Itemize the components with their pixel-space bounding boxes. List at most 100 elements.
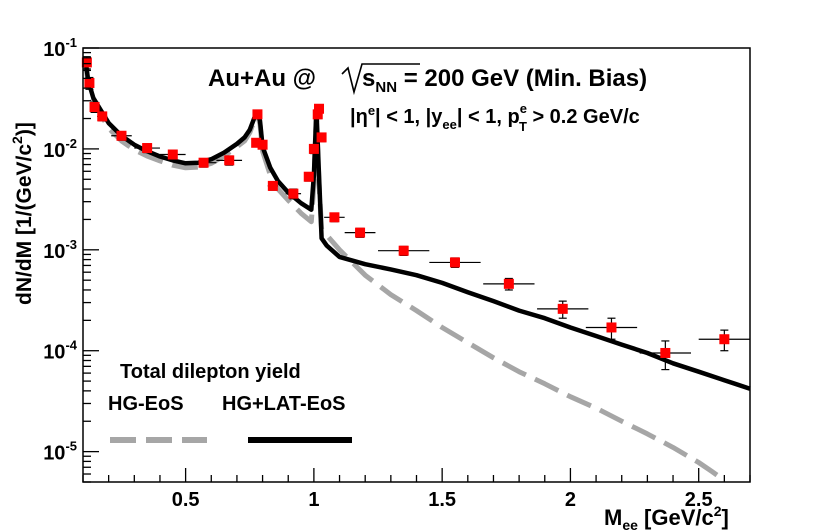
- data-point: [190, 157, 217, 168]
- legend-label-hg-lat-eos: HG+LAT-EoS: [222, 393, 346, 415]
- data-marker: [303, 171, 314, 182]
- data-point: [216, 155, 243, 166]
- data-marker: [316, 132, 327, 143]
- y-tick-label: 10-3: [43, 237, 77, 263]
- data-marker: [142, 143, 153, 154]
- cut-pt-sub: T: [519, 119, 527, 134]
- curve-hg-eos: [83, 63, 726, 483]
- data-point: [81, 56, 92, 70]
- title-root: sNN = 200 GeV (Min. Bias): [362, 65, 647, 96]
- data-marker: [308, 143, 319, 154]
- x-label-end: ]: [722, 505, 729, 530]
- data-point: [134, 143, 160, 154]
- chart-title: Au+Au @: [208, 65, 316, 92]
- data-marker: [660, 347, 671, 358]
- data-marker: [89, 102, 100, 113]
- x-tick-label: 2: [565, 489, 576, 511]
- x-tick-label: 1.5: [428, 489, 456, 511]
- x-tick-label: 1: [308, 489, 319, 511]
- data-point: [257, 139, 268, 150]
- data-marker: [606, 322, 617, 333]
- y-axis-label: dN/dM [1/(GeV/c2)]: [9, 122, 36, 305]
- data-marker: [312, 109, 323, 120]
- data-marker: [503, 278, 514, 289]
- data-point: [344, 227, 376, 238]
- y-tick-base: 10: [43, 342, 65, 364]
- y-tick-exponent: -5: [65, 439, 77, 454]
- y-tick-base: 10: [43, 140, 65, 162]
- sqrt-symbol: [341, 63, 420, 96]
- data-point: [537, 300, 589, 319]
- data-point: [159, 149, 186, 160]
- data-point: [267, 180, 278, 191]
- y-label-main: dN/dM [1/(GeV/c: [13, 144, 36, 305]
- data-point: [585, 317, 638, 340]
- title-suffix: = 200 GeV (Min. Bias): [397, 65, 647, 92]
- data-point: [89, 101, 100, 114]
- data-marker: [116, 130, 127, 141]
- title-root-sub: NN: [375, 79, 397, 96]
- cut-y: | < 1, |y: [375, 106, 443, 128]
- data-point: [308, 143, 319, 155]
- data-marker: [557, 303, 568, 314]
- data-point: [429, 257, 481, 268]
- y-tick-exponent: -4: [65, 338, 77, 353]
- cut-eta-sup: e: [368, 103, 375, 118]
- data-marker: [329, 212, 340, 223]
- data-point: [639, 340, 691, 371]
- x-label-sub: ee: [622, 517, 638, 532]
- title-prefix: Au+Au @: [208, 65, 316, 92]
- data-marker: [449, 257, 460, 268]
- cut-pt-sup: e: [520, 101, 527, 116]
- y-tick-exponent: -2: [65, 136, 77, 151]
- x-label-main: M: [604, 505, 622, 530]
- y-tick-exponent: -1: [65, 35, 77, 50]
- y-tick-label: 10-4: [43, 338, 78, 364]
- data-point: [314, 103, 325, 114]
- cuts-label: |ηe| < 1, |yee| < 1, pe T > 0.2 GeV/c: [350, 101, 640, 134]
- cut-pt-value: > 0.2 GeV/c: [527, 106, 640, 128]
- y-label-sup: 2: [9, 136, 25, 144]
- legend-header: Total dilepton yield: [120, 361, 301, 383]
- x-label-rest: [GeV/c: [638, 505, 714, 530]
- data-point: [378, 245, 430, 257]
- y-tick-label: 10-5: [43, 439, 77, 465]
- y-tick-label: 10-1: [43, 35, 77, 61]
- data-marker: [198, 157, 209, 168]
- data-marker: [251, 137, 262, 148]
- data-marker: [288, 188, 299, 199]
- data-point: [483, 277, 535, 291]
- title-root-s: s: [362, 65, 375, 92]
- data-point: [285, 188, 302, 200]
- data-point: [698, 329, 750, 352]
- y-tick-label: 10-2: [43, 136, 77, 162]
- data-point: [316, 132, 327, 143]
- data-marker: [252, 109, 263, 120]
- data-marker: [355, 227, 366, 238]
- data-point: [252, 109, 263, 120]
- data-marker: [81, 57, 92, 68]
- x-tick-label: 2.5: [685, 489, 713, 511]
- data-point: [303, 171, 314, 182]
- data-marker: [267, 180, 278, 191]
- x-tick-label: 0.5: [172, 489, 200, 511]
- cut-eta: |η: [350, 106, 368, 128]
- legend-label-hg-eos: HG-EoS: [108, 393, 184, 415]
- data-point: [84, 76, 95, 90]
- data-marker: [719, 334, 730, 345]
- data-marker: [97, 111, 108, 122]
- cut-y-sub: ee: [442, 117, 456, 132]
- x-axis-label: Mee [GeV/c2]: [604, 503, 729, 532]
- data-point: [324, 212, 345, 223]
- data-marker: [84, 77, 95, 88]
- data-point: [97, 111, 108, 122]
- y-tick-exponent: -3: [65, 237, 77, 252]
- y-tick-base: 10: [43, 443, 65, 465]
- cut-pt: | < 1, p: [457, 106, 520, 128]
- y-tick-base: 10: [43, 241, 65, 263]
- data-marker: [314, 103, 325, 114]
- x-label-sup: 2: [714, 503, 722, 519]
- y-label-end: )]: [13, 122, 36, 136]
- y-tick-base: 10: [43, 39, 65, 61]
- data-point: [111, 130, 132, 141]
